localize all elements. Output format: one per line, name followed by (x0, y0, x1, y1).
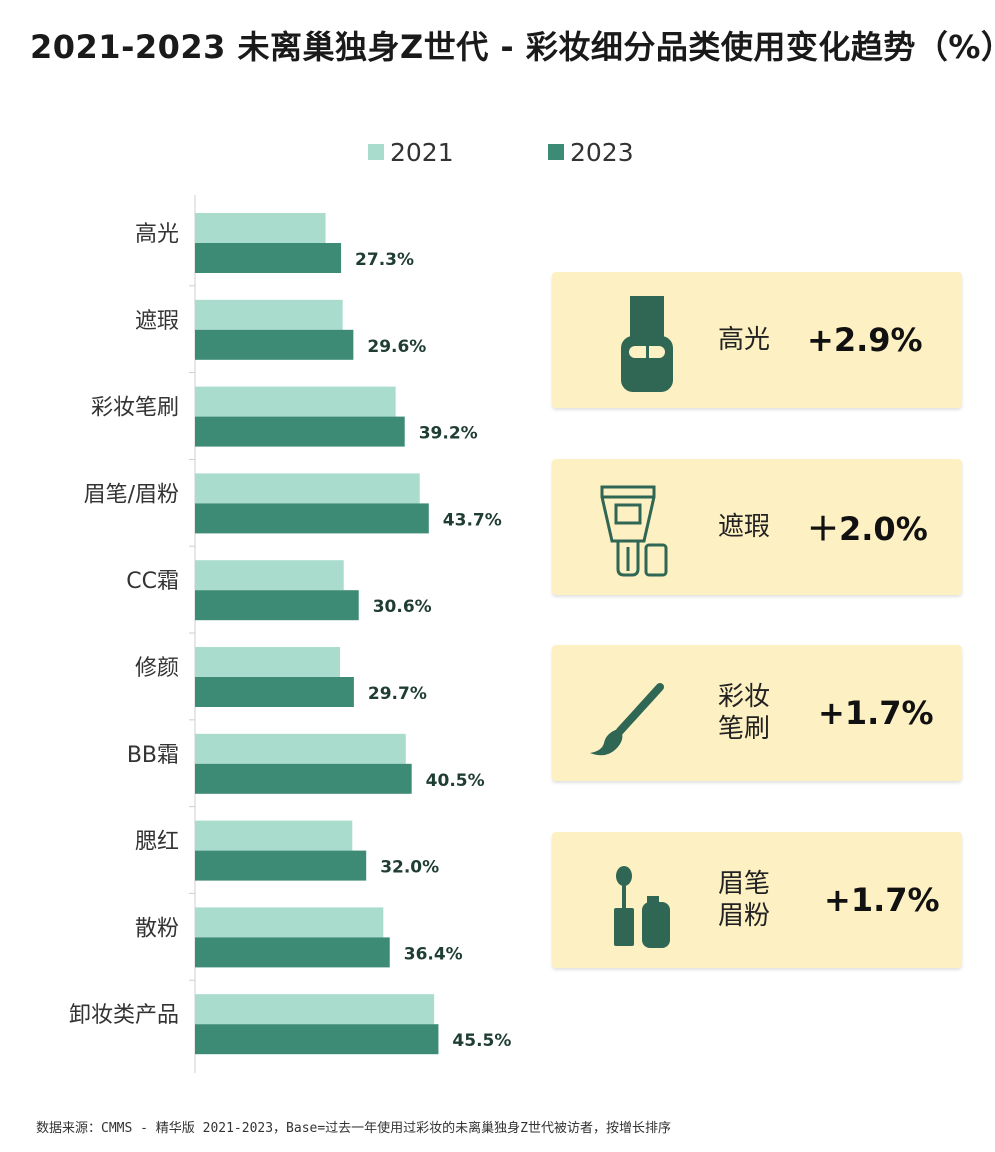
bar-2023 (195, 763, 412, 794)
data-label-2023: 45.5% (452, 1031, 511, 1051)
highlight-value: +1.7% (818, 694, 934, 732)
bar-2021 (195, 299, 343, 330)
category-label: 高光 (135, 222, 179, 247)
legend-swatch-2023 (548, 144, 564, 160)
bar-2023 (195, 329, 354, 360)
highlight-label: 高光 (717, 324, 770, 355)
category-label: 腮红 (135, 830, 179, 855)
bar-2023 (195, 1024, 439, 1055)
data-label-2023: 30.6% (373, 597, 432, 617)
legend-label-2021: 2021 (390, 137, 454, 167)
highlight-label: 彩妆 笔刷 (702, 645, 786, 781)
highlight-card-brow: 眉笔 眉粉 +1.7% (552, 832, 962, 968)
category-label: 卸妆类产品 (69, 1003, 179, 1028)
category-label: 眉笔/眉粉 (84, 482, 179, 507)
source-note: 数据来源：CMMS - 精华版 2021-2023，Base=过去一年使用过彩妆… (36, 1121, 672, 1136)
makeup-brush-icon (582, 659, 692, 767)
bar-2021 (195, 647, 340, 677)
chart-legend: 2021 2023 (0, 137, 995, 167)
category-label: 彩妆笔刷 (91, 396, 179, 421)
bar-2023 (195, 677, 354, 707)
highlight-value: +2.9% (807, 321, 923, 359)
bar-2023 (195, 243, 342, 273)
category-label: CC霜 (126, 569, 179, 594)
bar-2023 (195, 590, 359, 621)
brow-products-icon (582, 846, 692, 954)
bar-chart: 高光 27.3% 遮瑕 29.6% 彩妆笔刷 39.2% 眉笔/眉粉 43.7% CC霜 30.6… (69, 195, 511, 1073)
data-label-2023: 32.0% (380, 858, 439, 878)
legend-label-2023: 2023 (570, 137, 634, 167)
bar-2023 (195, 850, 367, 881)
bar-2021 (195, 560, 344, 591)
data-label-2023: 29.6% (367, 337, 426, 357)
label-line: 眉笔 (717, 868, 770, 899)
bar-2021 (195, 820, 353, 851)
legend-item-2021: 2021 (368, 137, 454, 167)
highlight-label: 遮瑕 (717, 511, 770, 542)
data-label-2023: 39.2% (419, 424, 478, 444)
highlight-card-highlighter: 高光 +2.9% (552, 272, 962, 408)
label-line: 彩妆 (717, 681, 770, 712)
highlight-value: ＋2.0% (807, 510, 928, 548)
label-line: 笔刷 (717, 714, 770, 744)
data-label-2023: 43.7% (443, 510, 502, 530)
concealer-tube-icon (582, 473, 692, 581)
highlighter-icon (582, 286, 692, 394)
category-label: 遮瑕 (135, 309, 179, 334)
highlight-label-lines: 眉笔 眉粉 (718, 868, 770, 933)
category-label: BB霜 (127, 743, 179, 768)
highlight-value: +1.7% (824, 881, 940, 919)
data-label-2023: 36.4% (404, 944, 463, 964)
bar-2021 (195, 473, 420, 504)
data-label-2023: 40.5% (426, 771, 485, 791)
bar-2021 (195, 733, 406, 764)
data-label-2023: 29.7% (368, 684, 427, 704)
highlight-card-concealer: 遮瑕 ＋2.0% (552, 459, 962, 595)
highlight-label: 眉笔 眉粉 (702, 832, 786, 968)
bar-2023 (195, 937, 390, 968)
category-label: 散粉 (135, 916, 179, 941)
bar-2021 (195, 907, 384, 938)
bar-2023 (195, 416, 405, 447)
bar-2021 (195, 213, 326, 243)
highlight-card-brush: 彩妆 笔刷 +1.7% (552, 645, 962, 781)
legend-swatch-2021 (368, 144, 384, 160)
label-line: 眉粉 (717, 901, 770, 931)
bar-2021 (195, 994, 435, 1025)
legend-item-2023: 2023 (548, 137, 634, 167)
chart-title: 2021-2023 未离巢独身Z世代 - 彩妆细分品类使用变化趋势（%） (30, 28, 995, 66)
data-label-2023: 27.3% (355, 250, 414, 270)
bar-2023 (195, 503, 429, 534)
highlight-label-lines: 彩妆 笔刷 (718, 681, 770, 746)
category-label: 修颜 (135, 656, 179, 681)
bar-2021 (195, 386, 396, 417)
